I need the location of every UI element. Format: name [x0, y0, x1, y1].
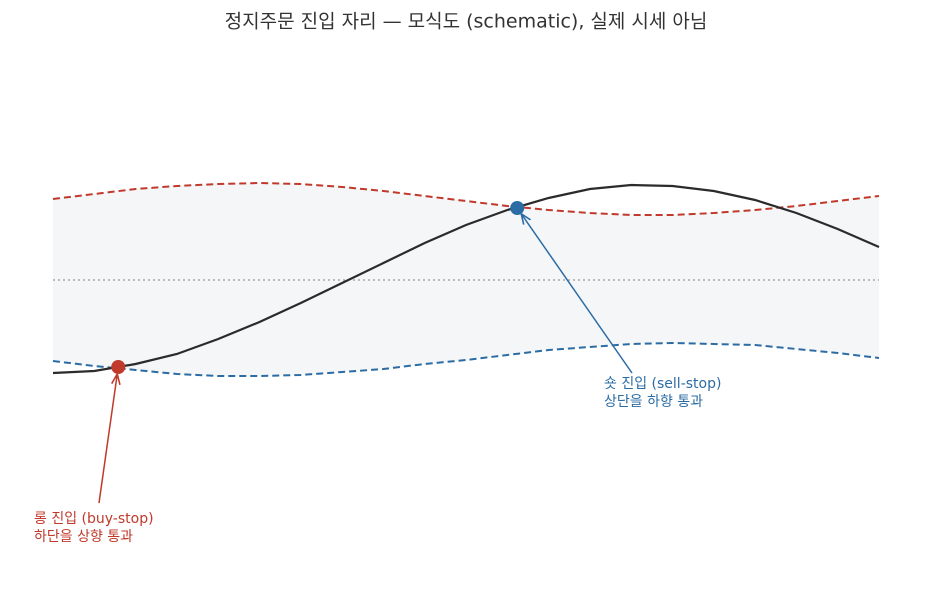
series-line: [52, 183, 880, 375]
annotation-text: 롱 진입 (buy-stop): [34, 511, 154, 527]
entry-marker: [111, 360, 126, 374]
annotation-text: 상단을 하향 통과: [604, 394, 703, 410]
annotation-text: 숏 진입 (sell-stop): [604, 376, 721, 392]
chart-title: 정지주문 진입 자리 — 모식도 (schematic), 실제 시세 아님: [225, 11, 708, 33]
series-line: [52, 341, 880, 377]
annotation-arrow: [98, 375, 117, 504]
annotation-arrow: [522, 215, 633, 374]
entry-marker: [510, 201, 525, 215]
band-area: [53, 183, 879, 376]
annotation-text: 하단을 상향 통과: [34, 529, 133, 545]
series-line: [52, 181, 880, 216]
